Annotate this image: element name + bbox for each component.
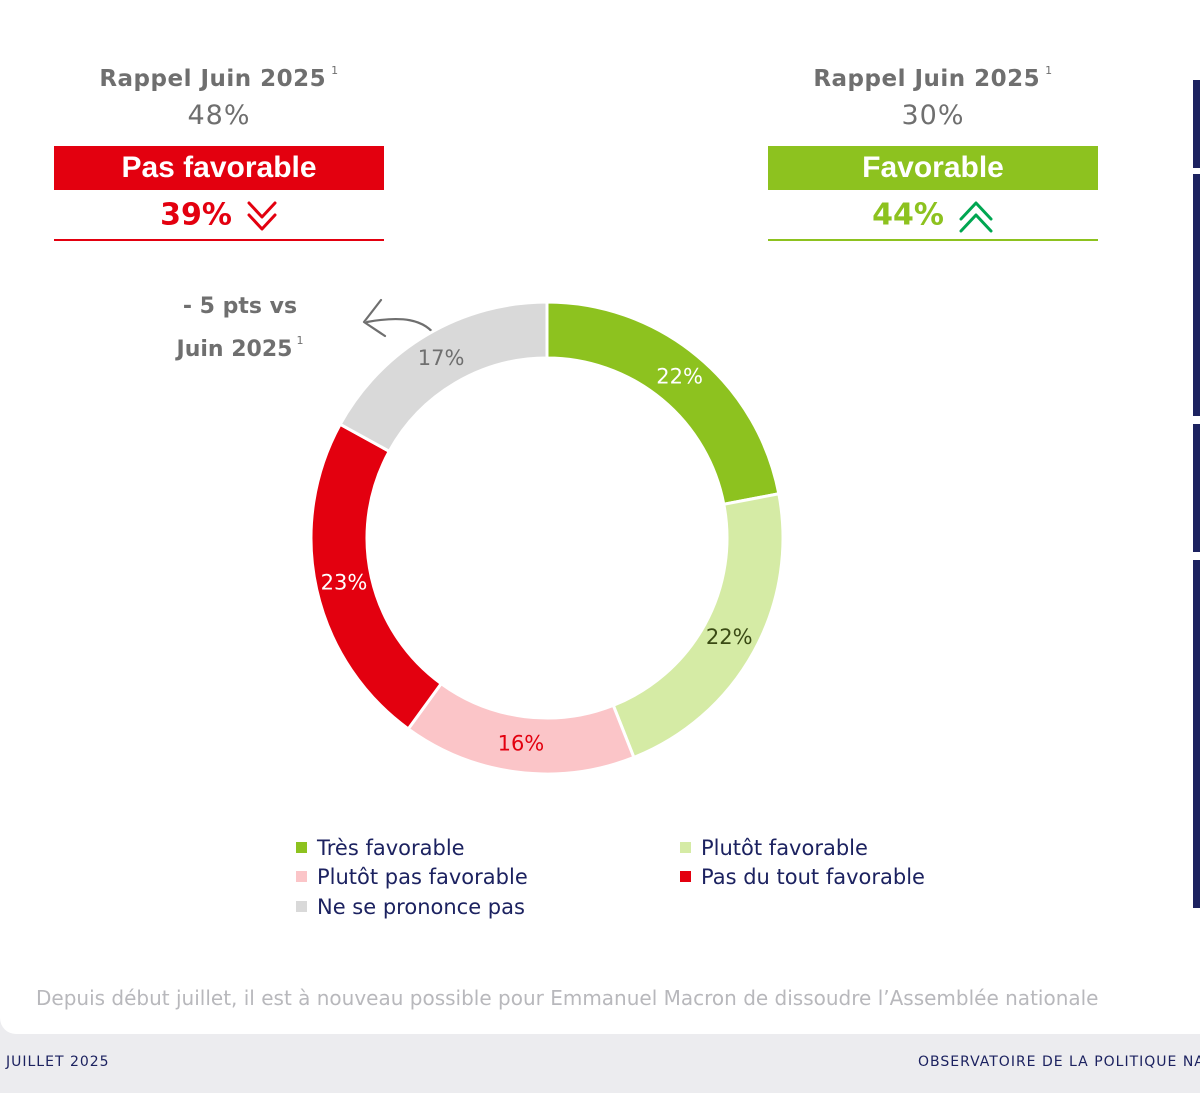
annotation-line-2: Juin 2025 1 <box>176 334 304 362</box>
donut-slice-2 <box>406 681 636 776</box>
side-panel-bar <box>1193 80 1200 168</box>
double-chevron-up-icon <box>959 201 993 232</box>
donut-slice-4 <box>338 300 549 454</box>
favorable-banner: Favorable <box>768 146 1098 190</box>
footer-title: OBSERVATOIRE DE LA POLITIQUE NA <box>918 1054 1200 1070</box>
donut-slice-label-3: 23% <box>321 570 368 594</box>
pas-favorable-score: 39% <box>54 190 384 240</box>
donut-chart: 22% 22% 16% 23% 17% <box>309 300 785 776</box>
pas-favorable-underline <box>54 239 384 241</box>
legend-swatch <box>680 870 691 882</box>
footer-date: JUILLET 2025 <box>6 1054 110 1070</box>
donut-slice-label-0: 22% <box>656 365 703 389</box>
pas-favorable-banner: Pas favorable <box>54 146 384 190</box>
side-panel-bar <box>1193 560 1200 908</box>
right-recall-value: 30% <box>901 100 965 131</box>
legend-item-plutot-favorable: Plutôt favorable <box>680 835 868 861</box>
donut-slice-label-2: 16% <box>498 731 545 755</box>
legend-item-pas-du-tout-favorable: Pas du tout favorable <box>680 864 925 890</box>
left-recall-value: 48% <box>187 100 251 131</box>
double-chevron-down-icon <box>247 201 277 230</box>
legend-item-tres-favorable: Très favorable <box>296 835 465 861</box>
legend-swatch <box>296 870 307 882</box>
side-panel-bar <box>1193 174 1200 416</box>
favorable-score: 44% <box>768 190 1098 240</box>
legend-swatch <box>296 841 307 853</box>
donut-slice-0 <box>545 300 781 507</box>
legend-item-ne-se-prononce-pas: Ne se prononce pas <box>296 894 525 920</box>
donut-slice-1 <box>611 492 785 760</box>
annotation-change: - 5 pts vs Juin 2025 1 <box>150 290 330 367</box>
donut-slice-label-4: 17% <box>418 346 465 370</box>
left-recall-label: Rappel Juin 2025 1 <box>99 64 339 92</box>
legend-item-plutot-pas-favorable: Plutôt pas favorable <box>296 864 528 890</box>
legend-swatch <box>296 900 307 912</box>
favorable-underline <box>768 239 1098 241</box>
donut-slice-label-1: 22% <box>706 625 753 649</box>
side-panel-bar <box>1193 424 1200 552</box>
annotation-line-1: - 5 pts vs <box>182 294 298 319</box>
right-recall-label: Rappel Juin 2025 1 <box>813 64 1053 92</box>
footnote-text: Depuis début juillet, il est à nouveau p… <box>36 986 1099 1010</box>
legend-swatch <box>680 841 691 853</box>
